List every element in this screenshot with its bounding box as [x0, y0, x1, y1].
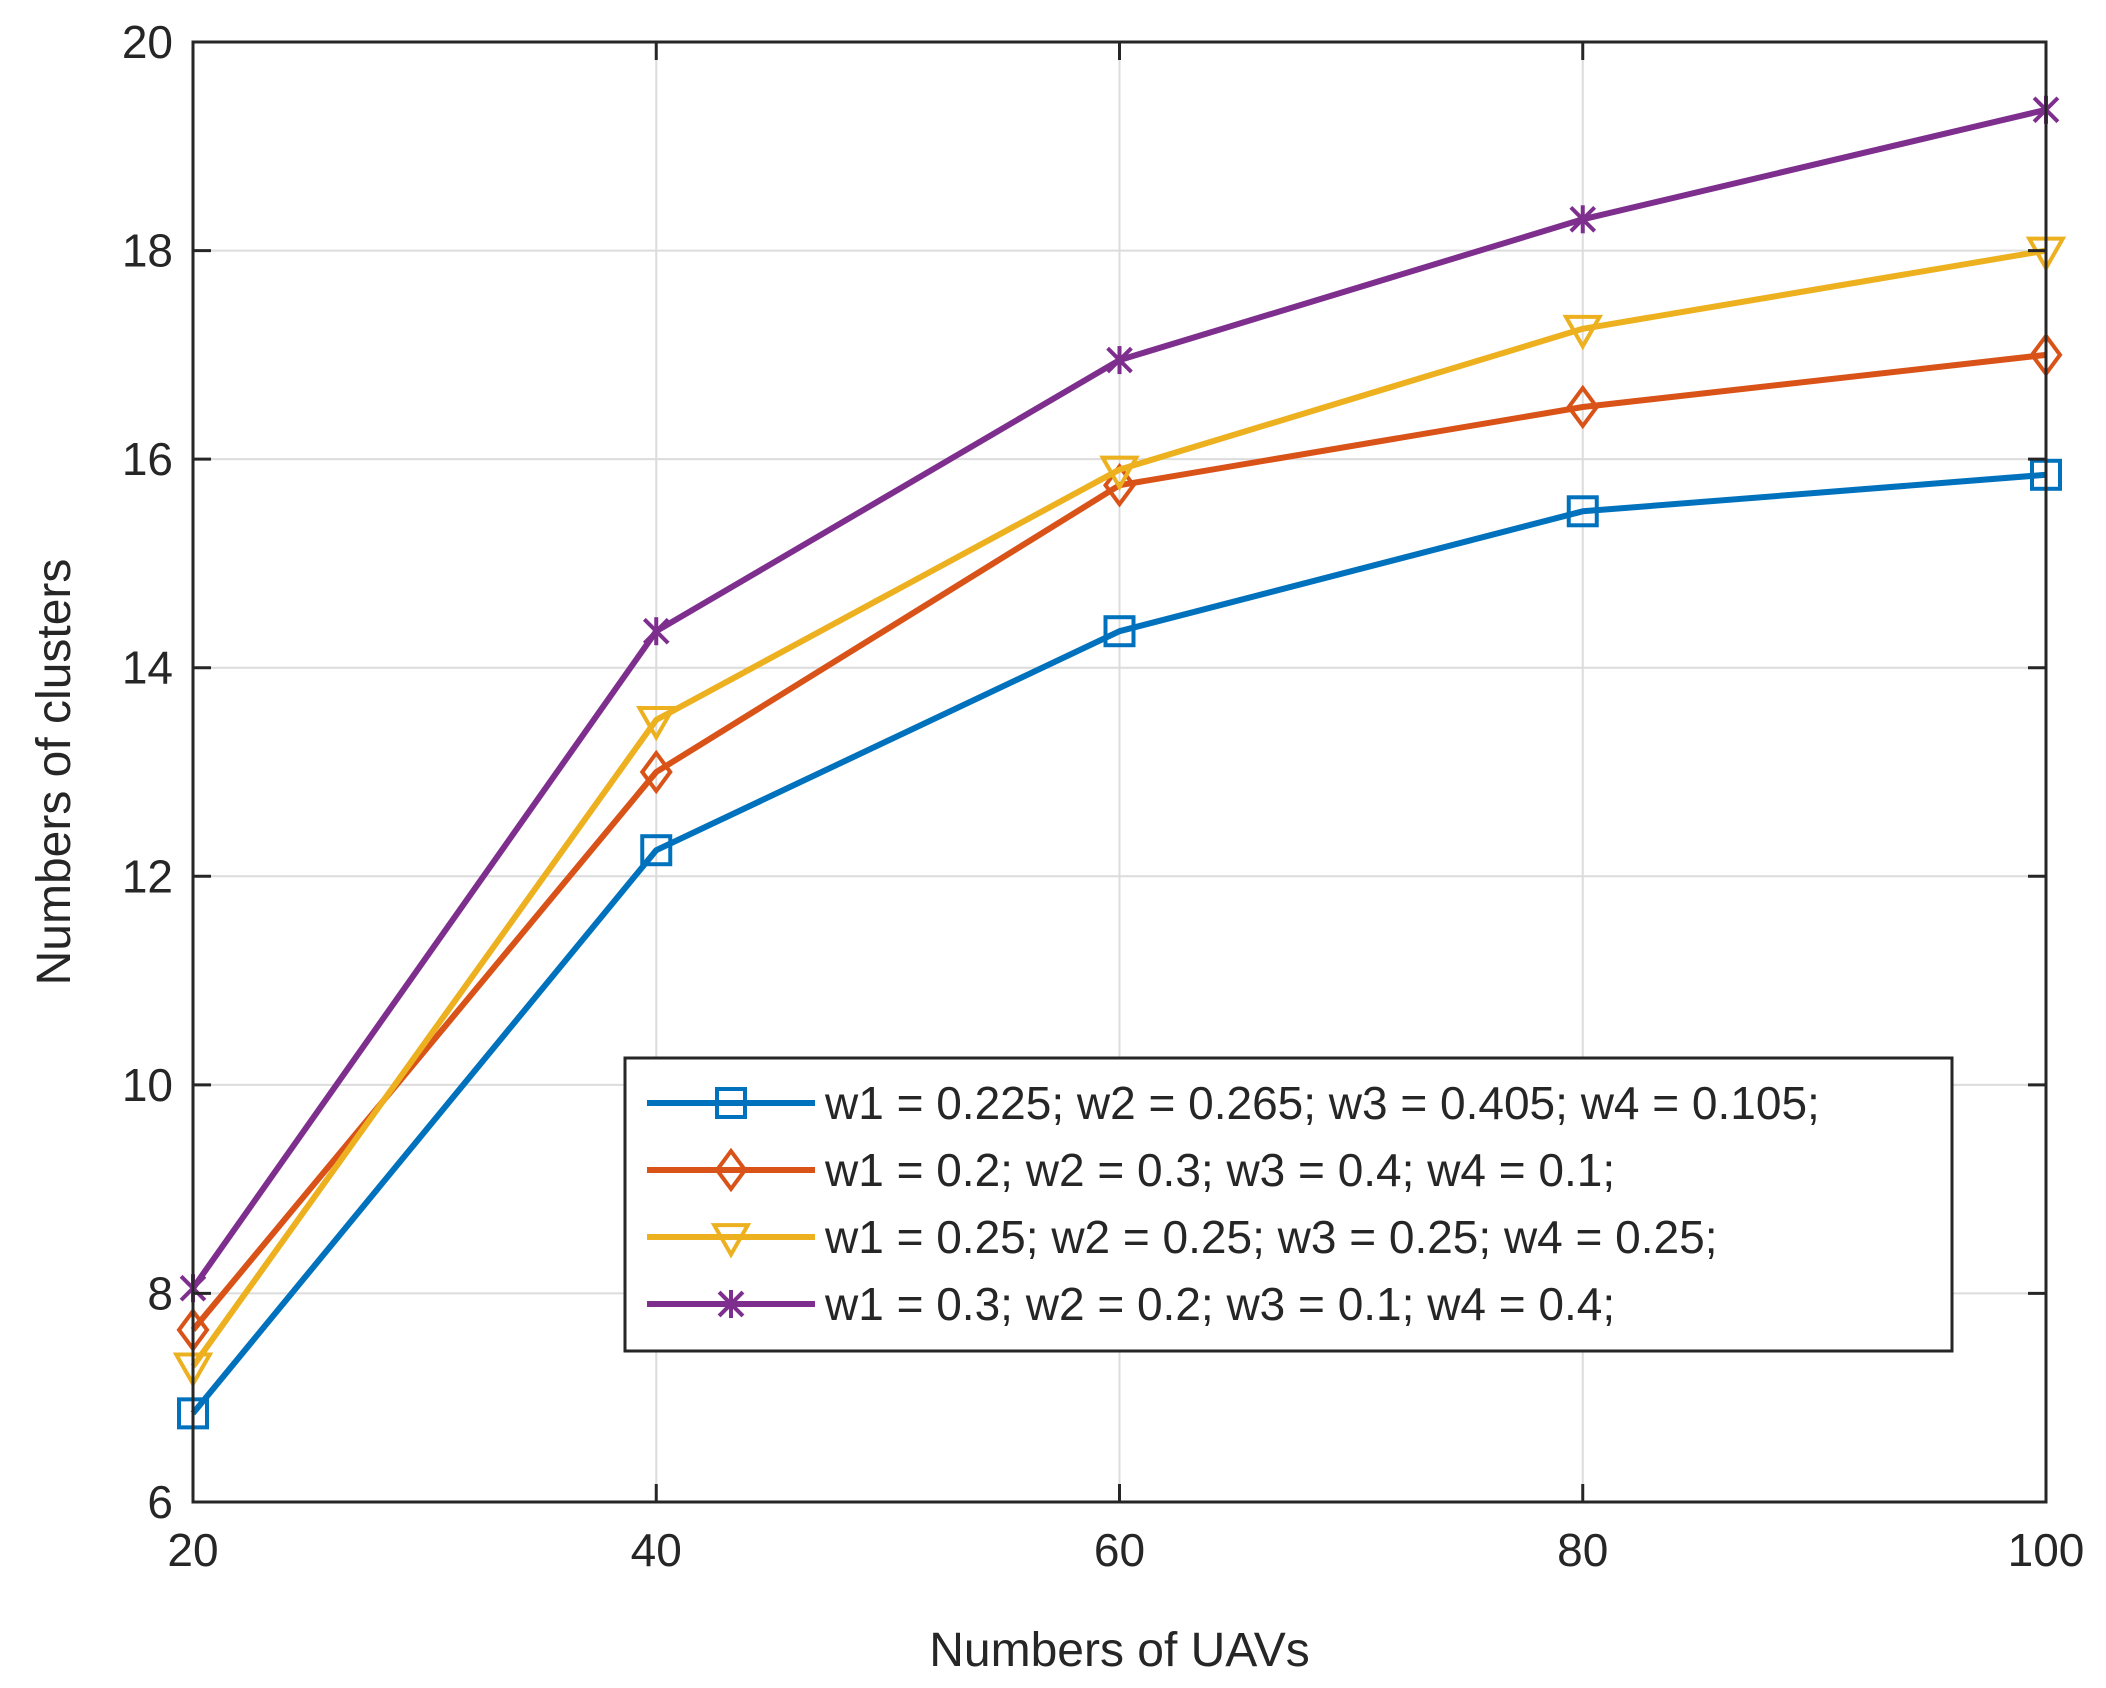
legend-label: w1 = 0.25; w2 = 0.25; w3 = 0.25; w4 = 0.…	[824, 1211, 1718, 1263]
x-tick-label: 40	[631, 1524, 682, 1576]
x-axis-label: Numbers of UAVs	[929, 1624, 1310, 1677]
asterisk-marker	[1569, 205, 1597, 234]
legend-entry: w1 = 0.25; w2 = 0.25; w3 = 0.25; w4 = 0.…	[647, 1211, 1718, 1263]
legend-entry: w1 = 0.2; w2 = 0.3; w3 = 0.4; w4 = 0.1;	[647, 1144, 1615, 1196]
series-line	[190, 247, 2047, 1369]
asterisk-marker	[717, 1290, 745, 1318]
y-tick-label: 16	[122, 433, 173, 485]
legend-label: w1 = 0.225; w2 = 0.265; w3 = 0.405; w4 =…	[824, 1077, 1820, 1129]
y-tick-label: 10	[122, 1059, 173, 1111]
series-group	[172, 95, 2067, 1430]
y-tick-label: 20	[122, 16, 173, 68]
diamond-marker	[639, 749, 673, 795]
y-tick-label: 12	[122, 850, 173, 902]
legend: w1 = 0.225; w2 = 0.265; w3 = 0.405; w4 =…	[623, 1056, 1954, 1353]
y-tick-label: 6	[147, 1476, 173, 1528]
series-line	[190, 471, 2047, 1416]
triangle-down-marker	[710, 1223, 752, 1259]
diamond-marker	[1103, 462, 1136, 508]
legend-box	[623, 1056, 1954, 1353]
square-marker	[640, 834, 673, 867]
x-tick-label: 100	[2008, 1524, 2085, 1576]
legend-entry: w1 = 0.225; w2 = 0.265; w3 = 0.405; w4 =…	[647, 1077, 1820, 1129]
axis-ticks: 20 40 60 80 100 6 8 10 12 14 16 18 20	[122, 16, 2085, 1576]
square-marker	[715, 1087, 747, 1119]
y-tick-label: 8	[147, 1267, 173, 1319]
legend-label: w1 = 0.3; w2 = 0.2; w3 = 0.1; w4 = 0.4;	[824, 1278, 1615, 1330]
diamond-marker	[1566, 384, 1600, 430]
x-tick-label: 60	[1094, 1524, 1145, 1576]
y-tick-label: 18	[122, 225, 173, 277]
x-tick-label: 80	[1557, 1524, 1608, 1576]
triangle-down-marker	[1562, 314, 1603, 351]
asterisk-marker	[1106, 346, 1133, 375]
asterisk-marker	[642, 617, 670, 646]
x-tick-label: 20	[167, 1524, 218, 1576]
triangle-down-marker	[636, 705, 677, 742]
legend-label: w1 = 0.2; w2 = 0.3; w3 = 0.4; w4 = 0.1;	[824, 1144, 1615, 1196]
square-marker	[1566, 495, 1599, 528]
y-tick-label: 14	[122, 642, 173, 694]
diamond-marker	[714, 1147, 748, 1193]
triangle-down-marker	[1099, 455, 1140, 492]
legend-entry: w1 = 0.3; w2 = 0.2; w3 = 0.1; w4 = 0.4;	[647, 1278, 1615, 1330]
y-axis-label: Numbers of clusters	[28, 559, 81, 986]
square-marker	[1103, 615, 1136, 648]
